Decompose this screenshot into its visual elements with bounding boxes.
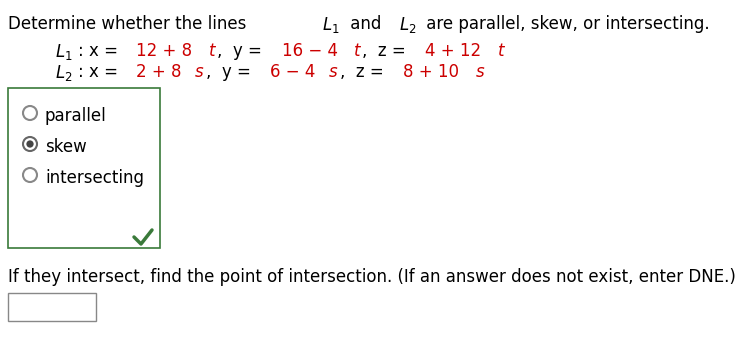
Text: 16 − 4: 16 − 4	[282, 42, 338, 60]
Circle shape	[23, 137, 37, 151]
Text: $\mathit{L}_2$: $\mathit{L}_2$	[399, 15, 416, 35]
Text: $\mathit{L}_1$: $\mathit{L}_1$	[55, 42, 73, 62]
Text: t: t	[354, 42, 360, 60]
Circle shape	[23, 106, 37, 120]
Text: ,  y =: , y =	[206, 63, 256, 81]
Circle shape	[23, 168, 37, 182]
Text: 2 + 8: 2 + 8	[136, 63, 182, 81]
Text: ,  y =: , y =	[217, 42, 267, 60]
Text: : x =: : x =	[77, 63, 123, 81]
Text: 12 + 8: 12 + 8	[136, 42, 192, 60]
Text: 8 + 10: 8 + 10	[403, 63, 460, 81]
FancyBboxPatch shape	[8, 88, 160, 248]
Text: t: t	[498, 42, 505, 60]
Text: ,  z =: , z =	[340, 63, 389, 81]
Text: s: s	[329, 63, 338, 81]
Text: If they intersect, find the point of intersection. (If an answer does not exist,: If they intersect, find the point of int…	[8, 268, 736, 286]
Text: 4 + 12: 4 + 12	[426, 42, 481, 60]
Text: $\mathit{L}_1$: $\mathit{L}_1$	[322, 15, 340, 35]
Circle shape	[26, 140, 34, 147]
Text: and: and	[345, 15, 387, 33]
Text: parallel: parallel	[45, 107, 107, 125]
Text: : x =: : x =	[78, 42, 123, 60]
Text: s: s	[475, 63, 484, 81]
Text: intersecting: intersecting	[45, 169, 144, 187]
Text: s: s	[195, 63, 204, 81]
Text: t: t	[209, 42, 215, 60]
Text: 6 − 4: 6 − 4	[270, 63, 316, 81]
Text: skew: skew	[45, 138, 87, 156]
Text: ,  z =: , z =	[362, 42, 412, 60]
FancyBboxPatch shape	[8, 293, 96, 321]
Text: Determine whether the lines: Determine whether the lines	[8, 15, 252, 33]
Text: $\mathit{L}_2$: $\mathit{L}_2$	[55, 63, 73, 83]
Text: are parallel, skew, or intersecting.: are parallel, skew, or intersecting.	[421, 15, 710, 33]
